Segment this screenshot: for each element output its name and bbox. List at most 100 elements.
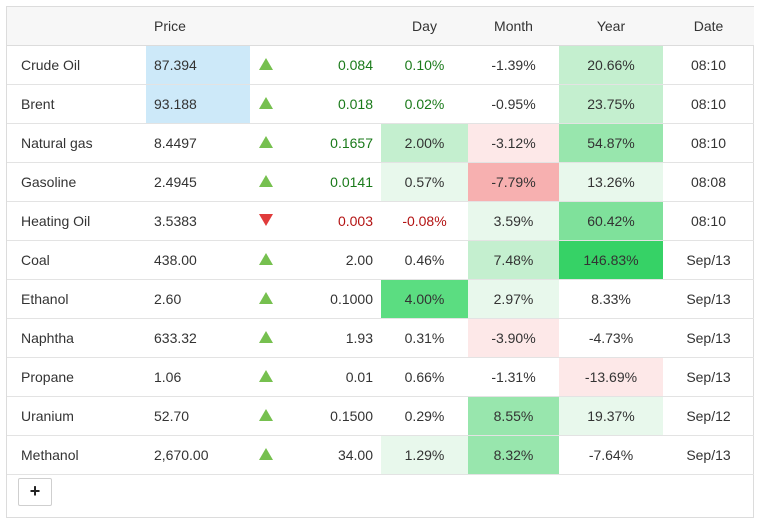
month-percent-cell: 8.55% <box>468 396 559 436</box>
change-cell: 0.084 <box>281 45 381 85</box>
price-cell: 3.5383 <box>146 201 250 241</box>
change-cell: 0.0141 <box>281 162 381 202</box>
arrow-up-icon <box>258 292 273 304</box>
table-row[interactable]: Uranium 52.70 0.1500 0.29% 8.55% 19.37% Sep/12 <box>7 396 754 436</box>
direction-cell <box>250 84 281 124</box>
day-percent-cell: 0.46% <box>381 240 468 280</box>
price-cell: 438.00 <box>146 240 250 280</box>
year-percent-cell: -7.64% <box>559 435 663 475</box>
month-percent-cell: 3.59% <box>468 201 559 241</box>
arrow-up-icon <box>258 331 273 343</box>
arrow-up-icon <box>258 448 273 460</box>
direction-cell <box>250 201 281 241</box>
arrow-up-icon <box>258 58 273 70</box>
change-cell: 0.1000 <box>281 279 381 319</box>
header-date[interactable]: Date <box>663 7 754 46</box>
date-cell: Sep/13 <box>663 240 754 280</box>
year-percent-cell: 13.26% <box>559 162 663 202</box>
commodity-name-link[interactable]: Propane <box>7 357 146 397</box>
direction-cell <box>250 279 281 319</box>
table-row[interactable]: Ethanol 2.60 0.1000 4.00% 2.97% 8.33% Sep/13 <box>7 279 754 319</box>
arrow-up-icon <box>258 175 273 187</box>
day-percent-cell: 2.00% <box>381 123 468 163</box>
commodity-name-link[interactable]: Methanol <box>7 435 146 475</box>
table-row[interactable]: Propane 1.06 0.01 0.66% -1.31% -13.69% Sep/13 <box>7 357 754 397</box>
commodity-name-link[interactable]: Uranium <box>7 396 146 436</box>
change-cell: 0.1657 <box>281 123 381 163</box>
day-percent-cell: 0.02% <box>381 84 468 124</box>
year-percent-cell: 60.42% <box>559 201 663 241</box>
commodity-name-link[interactable]: Coal <box>7 240 146 280</box>
commodity-name-link[interactable]: Heating Oil <box>7 201 146 241</box>
commodity-name-link[interactable]: Natural gas <box>7 123 146 163</box>
price-cell: 633.32 <box>146 318 250 358</box>
commodity-name-link[interactable]: Ethanol <box>7 279 146 319</box>
year-percent-cell: 54.87% <box>559 123 663 163</box>
table-row[interactable]: Brent 93.188 0.018 0.02% -0.95% 23.75% 08:10 <box>7 84 754 124</box>
day-percent-cell: 0.57% <box>381 162 468 202</box>
date-cell: Sep/13 <box>663 318 754 358</box>
month-percent-cell: -7.79% <box>468 162 559 202</box>
date-cell: Sep/13 <box>663 435 754 475</box>
date-cell: 08:08 <box>663 162 754 202</box>
year-percent-cell: 19.37% <box>559 396 663 436</box>
change-cell: 34.00 <box>281 435 381 475</box>
change-cell: 2.00 <box>281 240 381 280</box>
commodities-table: Price Day Month Year Date Crude Oil 87.39… <box>7 7 754 475</box>
year-percent-cell: -4.73% <box>559 318 663 358</box>
arrow-up-icon <box>258 409 273 421</box>
table-row[interactable]: Methanol 2,670.00 34.00 1.29% 8.32% -7.64% Sep… <box>7 435 754 475</box>
arrow-up-icon <box>258 370 273 382</box>
date-cell: 08:10 <box>663 84 754 124</box>
table-row[interactable]: Naphtha 633.32 1.93 0.31% -3.90% -4.73% Sep/13 <box>7 318 754 358</box>
direction-cell <box>250 162 281 202</box>
change-cell: 0.01 <box>281 357 381 397</box>
year-percent-cell: -13.69% <box>559 357 663 397</box>
table-row[interactable]: Natural gas 8.4497 0.1657 2.00% -3.12% 54.87%… <box>7 123 754 163</box>
direction-cell <box>250 318 281 358</box>
change-cell: 0.1500 <box>281 396 381 436</box>
commodity-name-link[interactable]: Crude Oil <box>7 45 146 85</box>
year-percent-cell: 146.83% <box>559 240 663 280</box>
header-day[interactable]: Day <box>381 7 468 46</box>
table-row[interactable]: Heating Oil 3.5383 0.003 -0.08% 3.59% 60.42% 0… <box>7 201 754 241</box>
year-percent-cell: 23.75% <box>559 84 663 124</box>
day-percent-cell: 1.29% <box>381 435 468 475</box>
header-name <box>7 7 146 46</box>
day-percent-cell: 0.66% <box>381 357 468 397</box>
month-percent-cell: -0.95% <box>468 84 559 124</box>
month-percent-cell: -3.90% <box>468 318 559 358</box>
direction-cell <box>250 123 281 163</box>
date-cell: Sep/13 <box>663 279 754 319</box>
date-cell: Sep/13 <box>663 357 754 397</box>
table-row[interactable]: Crude Oil 87.394 0.084 0.10% -1.39% 20.66% 08:… <box>7 45 754 85</box>
table-row[interactable]: Gasoline 2.4945 0.0141 0.57% -7.79% 13.26% 08:… <box>7 162 754 202</box>
add-row-button[interactable]: + <box>18 478 52 506</box>
price-cell: 2.60 <box>146 279 250 319</box>
date-cell: 08:10 <box>663 201 754 241</box>
price-cell: 2.4945 <box>146 162 250 202</box>
price-cell: 8.4497 <box>146 123 250 163</box>
arrow-up-icon <box>258 253 273 265</box>
day-percent-cell: 0.31% <box>381 318 468 358</box>
header-arrow <box>250 7 281 46</box>
month-percent-cell: -1.39% <box>468 45 559 85</box>
month-percent-cell: 2.97% <box>468 279 559 319</box>
year-percent-cell: 20.66% <box>559 45 663 85</box>
header-price[interactable]: Price <box>146 7 250 46</box>
commodity-name-link[interactable]: Naphtha <box>7 318 146 358</box>
day-percent-cell: 4.00% <box>381 279 468 319</box>
arrow-down-icon <box>258 214 273 226</box>
arrow-up-icon <box>258 136 273 148</box>
direction-cell <box>250 435 281 475</box>
header-year[interactable]: Year <box>559 7 663 46</box>
table-row[interactable]: Coal 438.00 2.00 0.46% 7.48% 146.83% Sep/13 <box>7 240 754 280</box>
arrow-up-icon <box>258 97 273 109</box>
day-percent-cell: 0.29% <box>381 396 468 436</box>
price-cell: 93.188 <box>146 84 250 124</box>
header-month[interactable]: Month <box>468 7 559 46</box>
commodity-name-link[interactable]: Gasoline <box>7 162 146 202</box>
year-percent-cell: 8.33% <box>559 279 663 319</box>
month-percent-cell: -1.31% <box>468 357 559 397</box>
commodity-name-link[interactable]: Brent <box>7 84 146 124</box>
